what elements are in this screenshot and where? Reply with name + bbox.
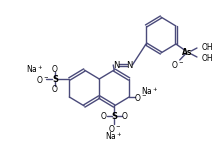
Text: OH: OH [202,43,213,52]
Text: OH: OH [202,53,213,62]
Text: As: As [182,47,193,57]
Text: S: S [52,75,58,84]
Text: Na$^+$: Na$^+$ [106,130,123,142]
Text: O$^-$: O$^-$ [134,91,147,103]
Text: O: O [122,112,128,120]
Text: S: S [111,112,117,120]
Text: Na$^+$: Na$^+$ [26,63,44,75]
Text: O$^-$: O$^-$ [108,123,121,133]
Text: O$^-$: O$^-$ [171,58,184,70]
Text: N: N [113,61,119,70]
Text: O: O [52,65,58,74]
Text: Na$^+$: Na$^+$ [141,85,159,97]
Text: O$^-$: O$^-$ [36,74,49,85]
Text: N: N [126,61,133,70]
Text: O: O [101,112,107,120]
Text: O: O [52,85,58,94]
